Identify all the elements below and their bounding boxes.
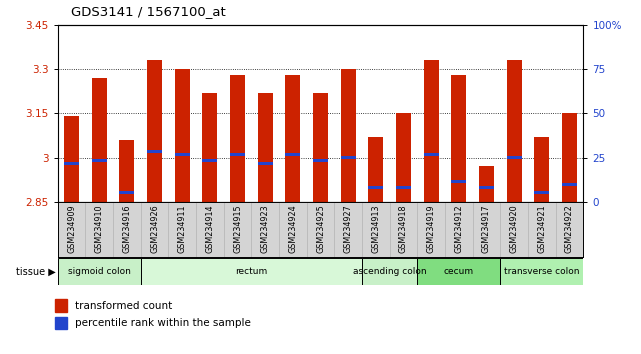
Bar — [506, 156, 522, 159]
Bar — [203, 93, 217, 202]
Bar — [285, 75, 301, 202]
Text: GSM234912: GSM234912 — [454, 205, 463, 253]
Bar — [534, 192, 549, 194]
Text: GSM234925: GSM234925 — [316, 205, 325, 253]
Bar — [64, 116, 79, 202]
Text: sigmoid colon: sigmoid colon — [68, 267, 131, 276]
Bar — [396, 113, 411, 202]
Text: GSM234916: GSM234916 — [122, 205, 131, 253]
Bar — [92, 159, 107, 162]
Text: GSM234909: GSM234909 — [67, 205, 76, 253]
FancyBboxPatch shape — [362, 258, 417, 285]
Bar — [479, 185, 494, 188]
Text: GSM234927: GSM234927 — [344, 205, 353, 253]
Text: GSM234917: GSM234917 — [482, 205, 491, 253]
Text: GDS3141 / 1567100_at: GDS3141 / 1567100_at — [71, 5, 225, 18]
Bar — [64, 162, 79, 165]
Bar — [258, 162, 273, 165]
Bar — [230, 75, 245, 202]
Text: transverse colon: transverse colon — [504, 267, 579, 276]
FancyBboxPatch shape — [140, 258, 362, 285]
Bar — [424, 153, 439, 156]
Bar — [340, 69, 356, 202]
Bar — [313, 159, 328, 162]
Bar — [174, 153, 190, 156]
Bar — [340, 156, 356, 159]
Bar — [285, 153, 301, 156]
Text: GSM234914: GSM234914 — [205, 205, 214, 253]
Bar — [562, 183, 577, 185]
Text: GSM234920: GSM234920 — [510, 205, 519, 253]
FancyBboxPatch shape — [501, 258, 583, 285]
Text: rectum: rectum — [235, 267, 267, 276]
Bar — [55, 317, 67, 329]
Bar — [451, 180, 467, 183]
Text: GSM234915: GSM234915 — [233, 205, 242, 253]
Bar — [368, 185, 383, 188]
Bar — [230, 153, 245, 156]
Text: GSM234910: GSM234910 — [95, 205, 104, 253]
Bar — [368, 137, 383, 202]
Text: GSM234923: GSM234923 — [261, 205, 270, 253]
FancyBboxPatch shape — [417, 258, 501, 285]
Text: cecum: cecum — [444, 267, 474, 276]
Bar — [313, 93, 328, 202]
Text: transformed count: transformed count — [75, 301, 172, 310]
Bar — [396, 185, 411, 188]
Bar — [55, 299, 67, 312]
FancyBboxPatch shape — [58, 258, 140, 285]
Text: GSM234918: GSM234918 — [399, 205, 408, 253]
Text: GSM234911: GSM234911 — [178, 205, 187, 253]
Text: GSM234924: GSM234924 — [288, 205, 297, 253]
Text: GSM234913: GSM234913 — [371, 205, 380, 253]
Bar — [147, 150, 162, 153]
Bar — [92, 78, 107, 202]
Bar — [424, 60, 439, 202]
Text: ascending colon: ascending colon — [353, 267, 426, 276]
Bar — [119, 140, 135, 202]
Bar — [562, 113, 577, 202]
Bar — [479, 166, 494, 202]
Bar — [451, 75, 467, 202]
Text: GSM234926: GSM234926 — [150, 205, 159, 253]
Bar — [506, 60, 522, 202]
Bar — [258, 93, 273, 202]
Bar — [174, 69, 190, 202]
Bar — [119, 192, 135, 194]
Text: tissue ▶: tissue ▶ — [16, 267, 56, 277]
Text: percentile rank within the sample: percentile rank within the sample — [75, 318, 251, 328]
Bar — [534, 137, 549, 202]
Bar — [147, 60, 162, 202]
Text: GSM234921: GSM234921 — [537, 205, 546, 253]
Text: GSM234919: GSM234919 — [427, 205, 436, 253]
Bar — [203, 159, 217, 162]
Text: GSM234922: GSM234922 — [565, 205, 574, 253]
